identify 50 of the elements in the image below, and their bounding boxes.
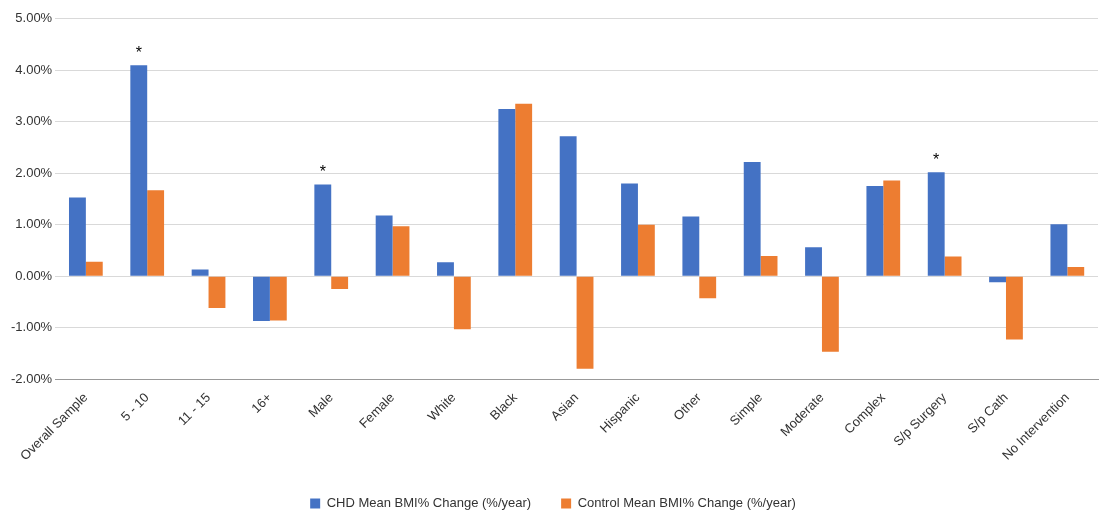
bar xyxy=(944,256,962,276)
bar xyxy=(927,172,945,276)
bar xyxy=(621,183,638,276)
bar xyxy=(559,136,577,276)
x-tick-label: 5 - 10 xyxy=(117,389,152,424)
bar xyxy=(392,226,410,276)
bar xyxy=(576,276,594,369)
y-tick-label: 5.00% xyxy=(15,10,53,26)
bar xyxy=(883,180,901,276)
x-tick-label: S/p Cath xyxy=(964,389,1011,437)
annotation: * xyxy=(319,162,326,180)
bar xyxy=(68,197,86,276)
bar xyxy=(805,247,822,276)
legend-label: CHD Mean BMI% Change (%/year) xyxy=(326,495,532,511)
annotation: * xyxy=(135,43,142,61)
bar xyxy=(515,103,533,276)
bar xyxy=(1067,266,1085,276)
bar xyxy=(85,261,103,276)
bar xyxy=(269,276,287,321)
bar xyxy=(437,262,454,276)
bar xyxy=(253,276,270,321)
annotation: * xyxy=(933,150,940,168)
bar xyxy=(453,276,471,330)
x-tick-label: 16+ xyxy=(248,389,275,416)
y-tick-label: 1.00% xyxy=(15,216,53,232)
bar xyxy=(760,256,778,276)
y-tick-label: 4.00% xyxy=(15,61,53,77)
bar xyxy=(147,190,165,276)
bar xyxy=(191,269,209,276)
bar xyxy=(699,276,717,299)
bar xyxy=(866,186,884,276)
bar xyxy=(821,276,839,352)
y-tick-label: -1.00% xyxy=(10,319,53,335)
bar xyxy=(130,65,148,276)
bar xyxy=(498,108,516,276)
y-tick-label: 3.00% xyxy=(15,113,53,129)
bar xyxy=(682,216,700,276)
legend-label: Control Mean BMI% Change (%/year) xyxy=(577,495,796,511)
bar xyxy=(1005,276,1023,340)
bar xyxy=(208,276,226,309)
bar xyxy=(637,224,655,276)
bar xyxy=(314,184,332,276)
bar xyxy=(331,276,349,290)
bar xyxy=(375,215,393,276)
bar xyxy=(1050,224,1068,276)
x-tick-label: 11 - 15 xyxy=(174,389,214,429)
y-tick-label: 0.00% xyxy=(15,267,53,283)
y-tick-label: -2.00% xyxy=(10,370,53,386)
y-tick-label: 2.00% xyxy=(15,164,53,180)
bar xyxy=(743,161,761,276)
